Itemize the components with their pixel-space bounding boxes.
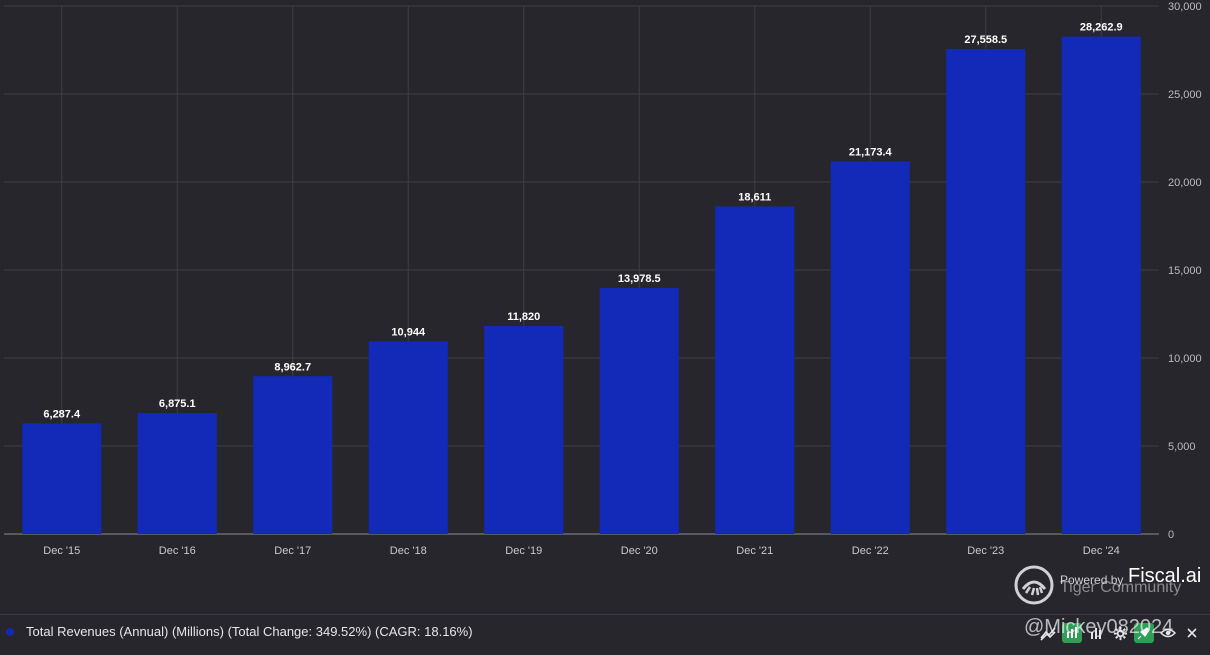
legend-color-dot xyxy=(6,628,14,636)
x-tick-label: Dec '21 xyxy=(736,545,773,557)
data-label: 8,962.7 xyxy=(274,361,311,373)
y-tick-label: 25,000 xyxy=(1168,89,1202,101)
gear-icon[interactable] xyxy=(1110,623,1130,643)
bar[interactable] xyxy=(1061,36,1141,534)
fiscal-ai-brand: Fiscal.ai xyxy=(1128,565,1202,587)
bar[interactable] xyxy=(137,412,217,534)
x-tick-label: Dec '24 xyxy=(1083,545,1120,557)
pin-icon[interactable] xyxy=(1134,623,1154,643)
x-tick-label: Dec '22 xyxy=(852,545,889,557)
x-tick-label: Dec '17 xyxy=(274,545,311,557)
x-axis-ticks: Dec '15 Dec '16 Dec '17 Dec '18 Dec '19 Dec '… xyxy=(43,545,1119,557)
data-label: 28,262.9 xyxy=(1080,22,1123,34)
y-tick-label: 5,000 xyxy=(1168,441,1196,453)
data-label: 27,558.5 xyxy=(964,34,1007,46)
tiger-community-text: Tiger Community xyxy=(1060,579,1182,596)
bar[interactable] xyxy=(599,287,679,534)
data-label: 6,287.4 xyxy=(43,408,81,420)
data-label: 11,820 xyxy=(507,311,540,323)
bar[interactable] xyxy=(946,48,1026,535)
x-tick-label: Dec '20 xyxy=(621,545,658,557)
bar-chart-icon[interactable] xyxy=(1086,623,1106,643)
y-tick-label: 20,000 xyxy=(1168,177,1202,189)
bar[interactable] xyxy=(368,341,448,534)
data-labels: 6,287.4 6,875.1 8,962.7 10,944 11,820 13,978.… xyxy=(43,22,1122,421)
x-tick-label: Dec '18 xyxy=(390,545,427,557)
bars xyxy=(22,36,1141,535)
bar[interactable] xyxy=(22,423,102,534)
y-tick-label: 30,000 xyxy=(1168,1,1202,13)
data-label: 6,875.1 xyxy=(159,398,196,410)
data-label: 18,611 xyxy=(738,191,771,203)
tiger-logo-icon xyxy=(1014,565,1054,605)
data-label: 10,944 xyxy=(391,326,426,338)
revenue-bar-chart: 6,287.4 6,875.1 8,962.7 10,944 11,820 13,978.… xyxy=(4,1,1202,557)
powered-by-text: Powered by xyxy=(1060,573,1124,587)
data-label: 13,978.5 xyxy=(618,273,661,285)
bar[interactable] xyxy=(253,376,333,534)
y-tick-label: 0 xyxy=(1168,529,1174,541)
chart-footer: Total Revenues (Annual) (Millions) (Tota… xyxy=(0,614,1210,655)
y-tick-label: 10,000 xyxy=(1168,353,1202,365)
bar[interactable] xyxy=(484,325,564,534)
close-icon[interactable] xyxy=(1182,623,1202,643)
bar[interactable] xyxy=(715,206,795,534)
trend-lines-icon[interactable] xyxy=(1038,623,1058,643)
x-tick-label: Dec '23 xyxy=(967,545,1004,557)
bar[interactable] xyxy=(830,161,910,535)
x-tick-label: Dec '19 xyxy=(505,545,542,557)
chart-settings-icon[interactable] xyxy=(1062,623,1082,643)
y-tick-label: 15,000 xyxy=(1168,265,1202,277)
x-tick-label: Dec '16 xyxy=(159,545,196,557)
legend-label[interactable]: Total Revenues (Annual) (Millions) (Tota… xyxy=(26,624,473,639)
x-tick-label: Dec '15 xyxy=(43,545,80,557)
footer-toolbar xyxy=(1038,620,1202,646)
data-label: 21,173.4 xyxy=(849,146,893,158)
eye-icon[interactable] xyxy=(1158,623,1178,643)
y-axis-ticks: 0 5,000 10,000 15,000 20,000 25,000 30,000 xyxy=(1168,1,1202,541)
fiscal-ai-watermark: Powered by Fiscal.ai Tiger Community xyxy=(1012,563,1208,611)
